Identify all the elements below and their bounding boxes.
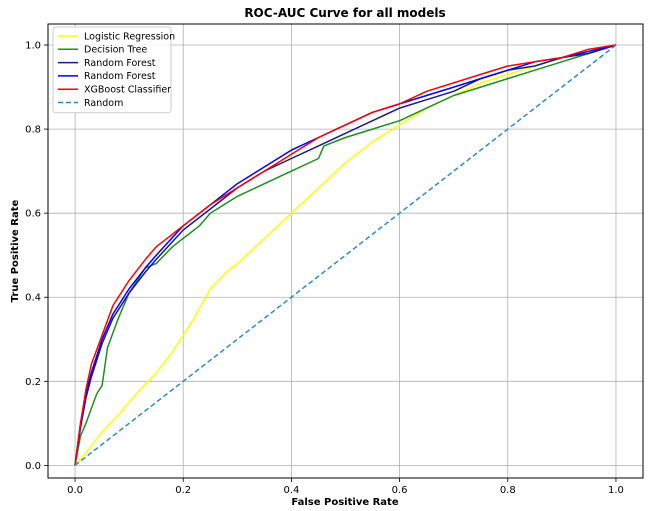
y-tick-label: 0.2 xyxy=(25,377,41,388)
legend-label: Random xyxy=(84,98,123,109)
x-axis-label: False Positive Rate xyxy=(291,497,398,508)
x-tick-label: 0.2 xyxy=(175,485,191,496)
series-line-3 xyxy=(74,44,617,466)
x-tick-label: 0.4 xyxy=(283,485,299,496)
y-axis-ticks: 0.0 0.2 0.4 0.6 0.8 1.0 xyxy=(25,41,48,472)
series-lines xyxy=(74,44,617,466)
chart-title: ROC-AUC Curve for all models xyxy=(244,6,445,20)
series-line-1 xyxy=(74,44,617,466)
x-tick-label: 0.0 xyxy=(67,485,83,496)
legend-label: XGBoost Classifier xyxy=(84,85,171,96)
x-tick-label: 1.0 xyxy=(608,485,624,496)
x-tick-label: 0.6 xyxy=(392,485,408,496)
y-tick-label: 1.0 xyxy=(25,41,41,52)
legend-label: Logistic Regression xyxy=(84,31,175,42)
y-tick-label: 0.6 xyxy=(25,209,41,220)
series-line-0 xyxy=(74,44,617,466)
legend-label: Random Forest xyxy=(84,71,156,82)
legend-box xyxy=(52,26,172,114)
series-line-4 xyxy=(74,44,617,466)
x-tick-label: 0.8 xyxy=(500,485,516,496)
y-tick-label: 0.4 xyxy=(25,293,41,304)
legend-label: Decision Tree xyxy=(84,45,147,56)
y-tick-label: 0.0 xyxy=(25,461,41,472)
plot-frame xyxy=(47,23,644,479)
legend: Logistic Regression Decision Tree Random F… xyxy=(52,26,175,114)
x-axis-ticks: 0.0 0.2 0.4 0.6 0.8 1.0 xyxy=(67,478,624,496)
y-tick-label: 0.8 xyxy=(25,125,41,136)
series-line-5 xyxy=(74,44,617,466)
legend-label: Random Forest xyxy=(84,58,156,69)
y-axis-label: True Positive Rate xyxy=(10,199,21,302)
